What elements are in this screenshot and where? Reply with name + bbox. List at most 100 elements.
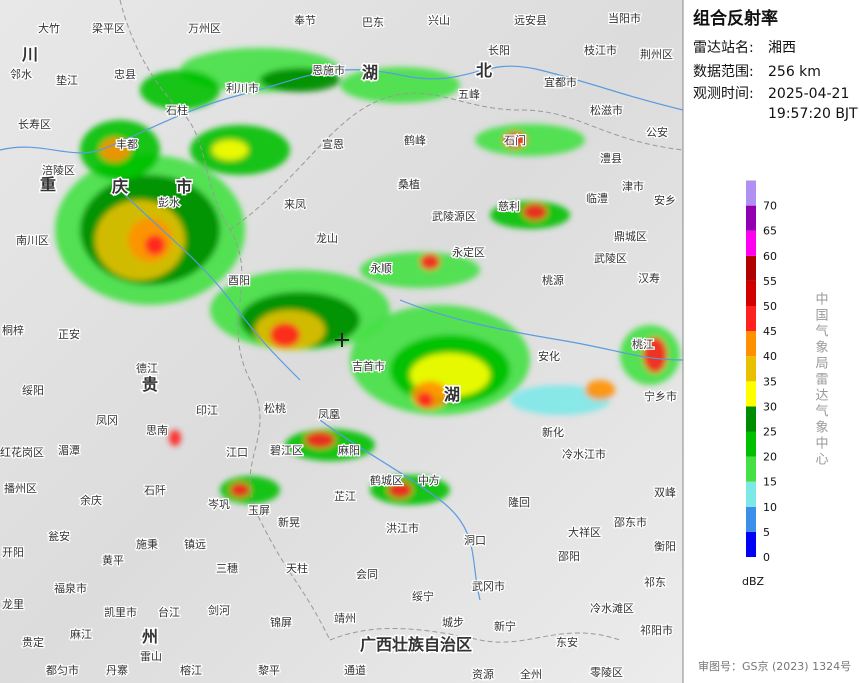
place-label: 凤凰 <box>318 408 340 421</box>
place-label: 酉阳 <box>228 274 250 287</box>
place-label: 远安县 <box>514 13 547 27</box>
echo <box>145 235 165 255</box>
legend-swatch <box>746 481 756 507</box>
place-label: 德江 <box>136 361 158 375</box>
place-label: 桃源 <box>542 273 564 287</box>
place-label: 祁东 <box>644 575 666 589</box>
place-label: 长阳 <box>488 44 510 57</box>
place-label: 祁阳市 <box>640 623 673 637</box>
echo <box>140 70 220 110</box>
place-label: 瓮安 <box>48 529 70 543</box>
province-label: 庆 <box>111 177 128 196</box>
place-label: 巴东 <box>362 16 384 29</box>
place-label: 南川区 <box>16 234 49 247</box>
legend-tick: 55 <box>763 275 777 288</box>
legend-swatch <box>746 180 756 206</box>
place-label: 黄平 <box>102 553 124 567</box>
place-label: 锦屏 <box>270 615 292 629</box>
place-label: 冷水滩区 <box>590 601 634 615</box>
echo <box>475 124 585 156</box>
place-label: 镇远 <box>184 537 206 551</box>
station: 湘西 <box>768 40 796 56</box>
place-label: 通道 <box>344 663 366 677</box>
place-label: 石阡 <box>144 484 166 497</box>
place-label: 新宁 <box>494 619 516 633</box>
legend-tick: 40 <box>763 350 777 363</box>
place-label: 汉寿 <box>638 271 660 285</box>
place-label: 宣恩 <box>322 137 344 151</box>
echo <box>643 337 667 373</box>
legend-swatch <box>746 331 756 357</box>
place-label: 奉节 <box>294 13 316 27</box>
place-label: 双峰 <box>654 486 676 499</box>
legend-swatch <box>746 255 756 281</box>
place-label: 资源 <box>472 667 494 681</box>
place-label: 黎平 <box>258 663 280 677</box>
place-label: 彭水 <box>158 195 180 209</box>
place-label: 荆州区 <box>640 48 673 61</box>
place-label: 绥阳 <box>22 384 44 397</box>
legend-tick: 60 <box>763 250 777 263</box>
legend-swatch <box>746 506 756 532</box>
place-label: 冷水江市 <box>562 447 606 461</box>
echo <box>417 392 433 408</box>
legend-swatch <box>746 306 756 332</box>
place-label: 宁乡市 <box>644 389 677 403</box>
legend-unit: dBZ <box>742 575 765 588</box>
legend-tick: 10 <box>763 501 777 514</box>
echo <box>523 204 547 220</box>
place-label: 利川市 <box>226 81 259 95</box>
legend-swatch <box>746 531 756 557</box>
place-label: 印江 <box>196 404 218 417</box>
place-label: 石柱 <box>166 103 188 117</box>
legend-tick: 25 <box>763 426 777 439</box>
place-label: 中方 <box>418 473 440 487</box>
echo <box>169 430 181 446</box>
legend-tick: 65 <box>763 225 777 238</box>
place-label: 玉屏 <box>248 504 270 517</box>
legend-tick: 50 <box>763 300 777 313</box>
place-label: 播州区 <box>4 481 37 495</box>
place-label: 来凤 <box>284 198 306 211</box>
place-label: 津市 <box>622 179 644 193</box>
place-label: 龙里 <box>2 598 24 611</box>
echo <box>503 132 527 148</box>
place-label: 慈利 <box>498 199 520 213</box>
province-label: 川 <box>21 45 38 64</box>
place-label: 施秉 <box>136 537 158 551</box>
place-label: 芷江 <box>334 490 356 503</box>
agency: 中国气象局雷达气象中心 <box>813 292 829 468</box>
panel-title: 组合反射率 <box>693 8 778 29</box>
province-label: 北 <box>476 61 492 80</box>
echo <box>100 138 130 162</box>
echo <box>212 140 248 160</box>
place-label: 凤冈 <box>96 414 118 427</box>
place-label: 邻水 <box>10 68 32 81</box>
time-label: 观测时间: <box>693 86 754 102</box>
place-label: 武陵源区 <box>432 209 476 223</box>
place-label: 城步 <box>442 616 464 629</box>
range: 256 km <box>768 64 821 80</box>
place-label: 大竹 <box>38 21 60 35</box>
place-label: 垫江 <box>56 73 78 87</box>
place-label: 桑植 <box>398 177 420 191</box>
province-label: 广西壮族自治区 <box>360 635 472 654</box>
place-label: 五峰 <box>458 88 480 101</box>
place-label: 三穗 <box>216 562 238 575</box>
province-label: 湖 <box>362 63 378 82</box>
place-label: 鹤峰 <box>404 133 426 147</box>
echo <box>585 380 615 400</box>
range-label: 数据范围: <box>693 63 754 80</box>
place-label: 宜都市 <box>544 75 577 89</box>
province-label: 市 <box>176 177 192 196</box>
echo <box>305 432 335 448</box>
place-label: 麻江 <box>70 627 92 641</box>
place-label: 湄潭 <box>58 444 80 457</box>
legend-tick: 30 <box>763 400 777 413</box>
place-label: 恩施市 <box>312 63 345 77</box>
legend-tick: 70 <box>763 200 777 213</box>
place-label: 临澧 <box>586 191 608 205</box>
place-label: 福泉市 <box>54 581 87 595</box>
